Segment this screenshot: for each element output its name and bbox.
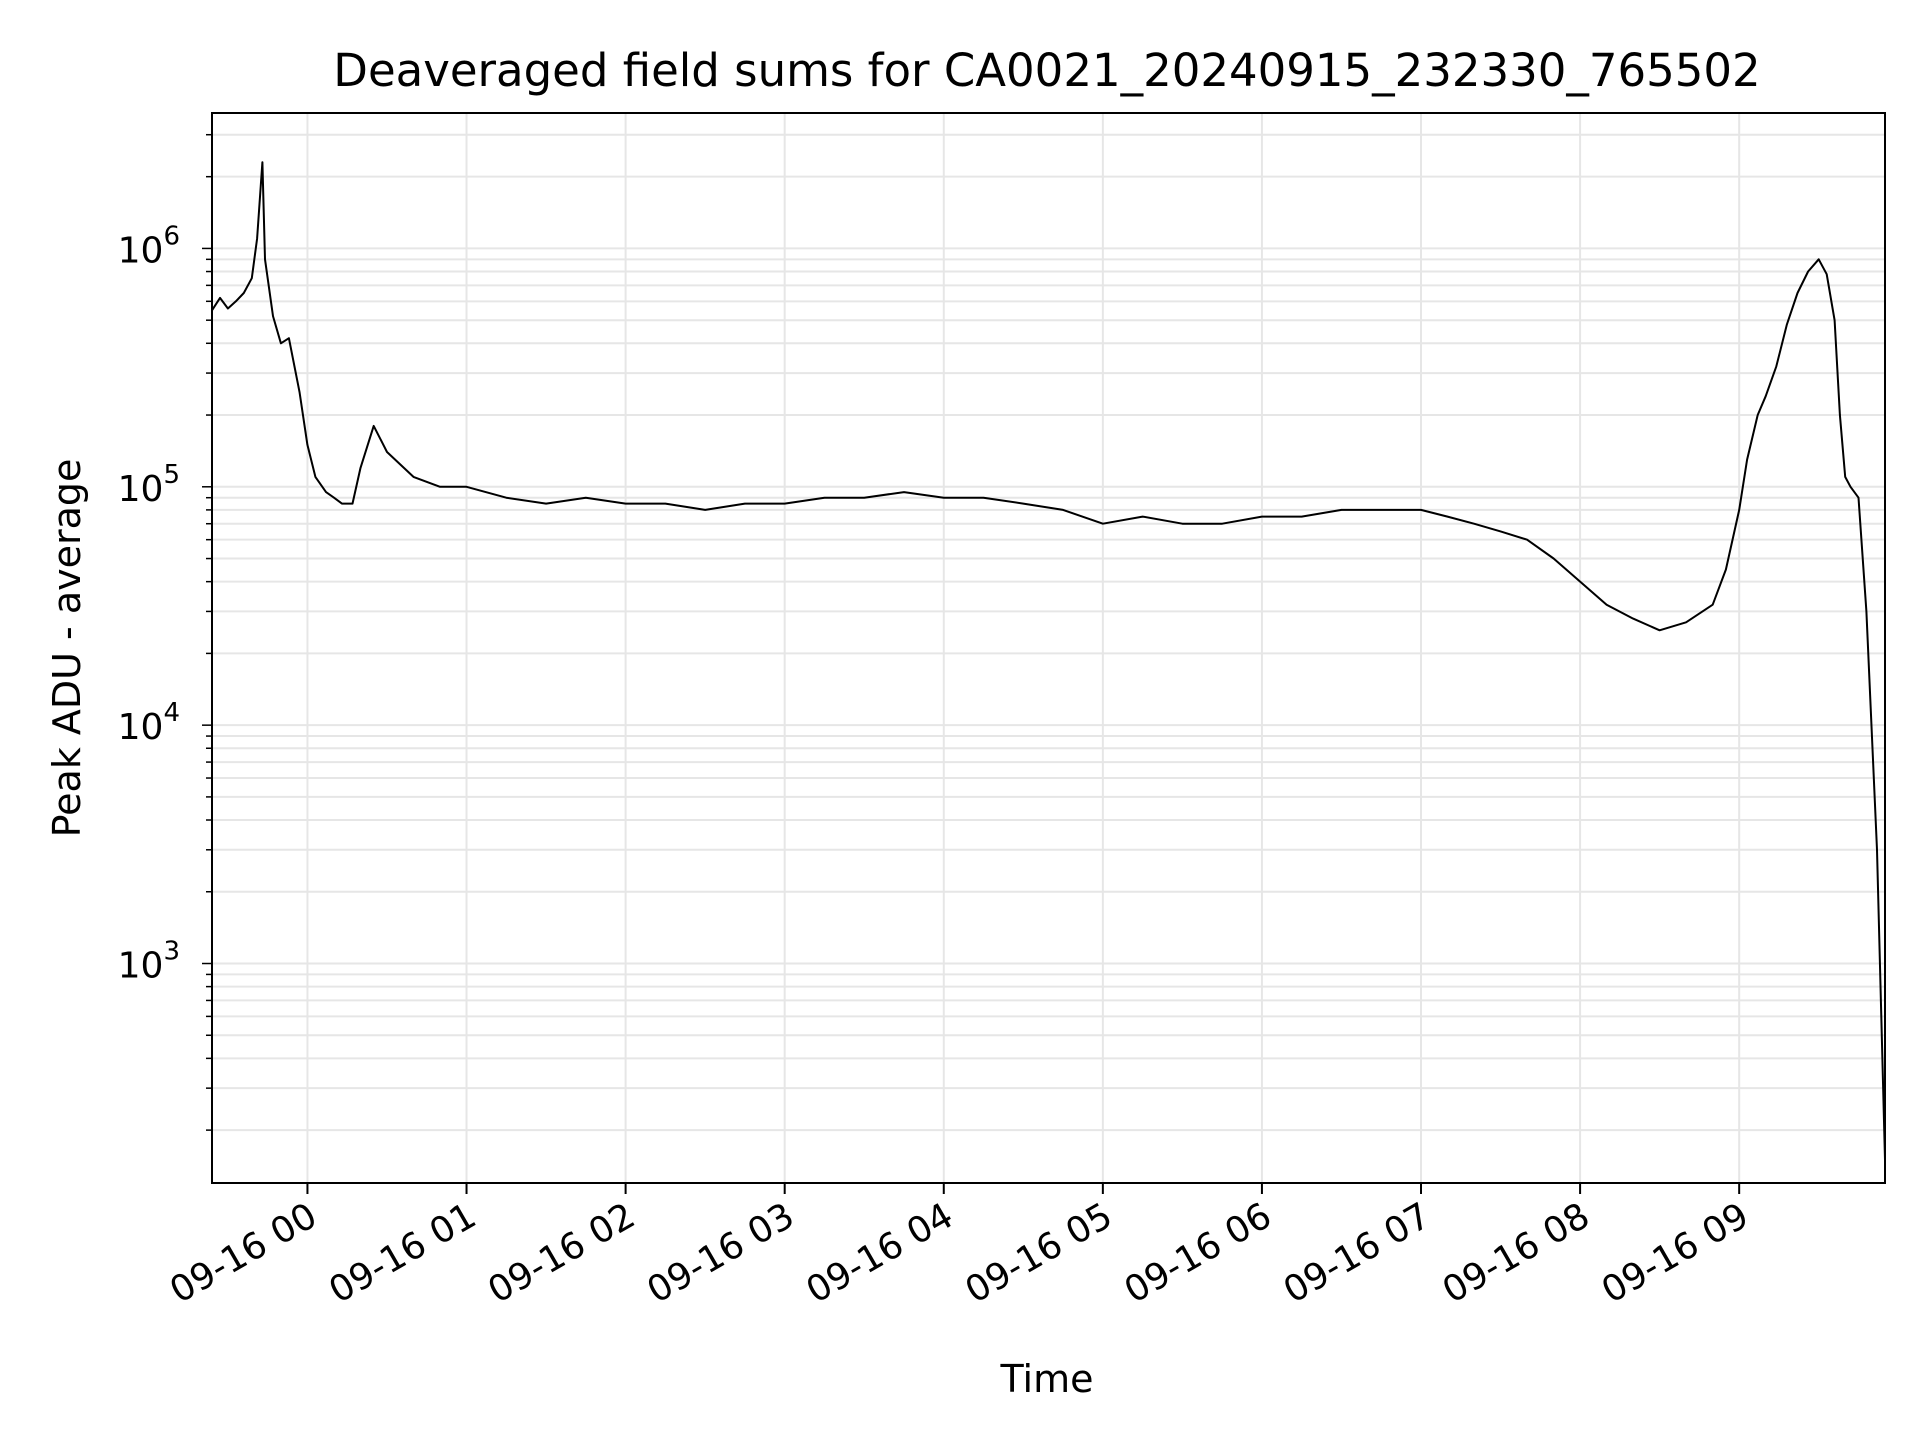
y-tick-exponent: 4 (163, 698, 180, 728)
plot-frame (211, 112, 1886, 1184)
series-layer (211, 161, 1886, 1160)
y-tick-label: 106 (118, 221, 180, 271)
y-tick-base: 10 (118, 707, 164, 748)
y-tick-exponent: 3 (163, 937, 180, 967)
series-line (211, 161, 1886, 1160)
grid (212, 113, 1885, 1183)
y-tick-base: 10 (118, 946, 164, 987)
y-tick-base: 10 (118, 469, 164, 510)
y-tick-base: 10 (118, 230, 164, 271)
y-axis-label: Peak ADU - average (45, 459, 89, 838)
y-tick-label: 103 (118, 937, 180, 987)
chart-title: Deaveraged field sums for CA0021_2024091… (333, 44, 1760, 97)
y-tick-label: 104 (118, 698, 180, 748)
y-tick-exponent: 5 (163, 460, 180, 490)
y-tick-exponent: 6 (163, 221, 180, 251)
y-tick-label: 105 (118, 460, 180, 510)
x-axis-label: Time (1000, 1357, 1094, 1401)
